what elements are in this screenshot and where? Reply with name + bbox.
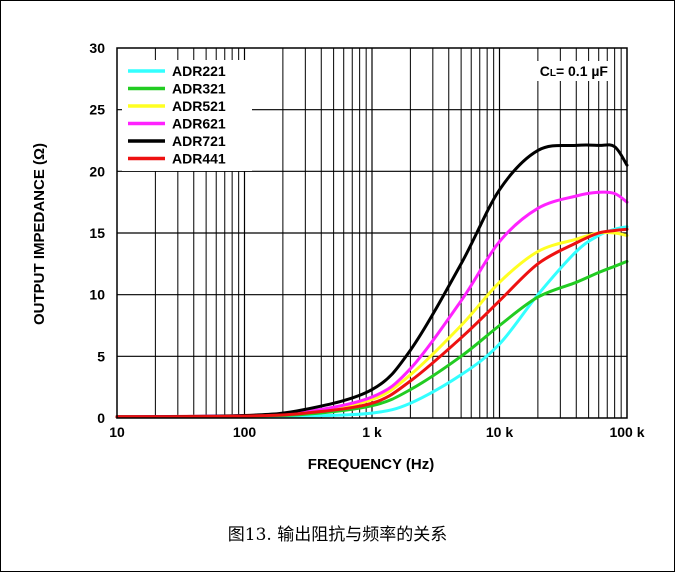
annotation-subscript: L: [550, 68, 556, 79]
y-tick-label: 5: [97, 348, 105, 364]
y-tick-labels: 0 5 10 15 20 25 30: [89, 40, 105, 426]
annotation-prefix: C: [540, 63, 550, 79]
legend-background: [122, 60, 252, 171]
x-axis-label: FREQUENCY (Hz): [308, 456, 434, 473]
legend-label: ADR521: [172, 98, 226, 114]
axis-frame: [116, 47, 628, 419]
y-tick-label: 20: [89, 163, 105, 179]
legend-label: ADR441: [172, 151, 226, 167]
annotation-suffix: = 0.1 µF: [556, 63, 608, 79]
y-tick-label: 0: [97, 410, 105, 426]
y-tick-label: 10: [89, 287, 105, 303]
legend-label: ADR621: [172, 116, 226, 132]
series-line-adr721: [115, 143, 629, 419]
legend-label: ADR321: [172, 81, 226, 97]
y-axis-label: OUTPUT IMPEDANCE (Ω): [31, 143, 48, 325]
y-tick-label: 25: [89, 102, 105, 118]
y-tick-label: 15: [89, 225, 105, 241]
x-tick-label: 100: [233, 424, 257, 440]
x-tick-labels: 10 100 1 k 10 k 100 k: [109, 424, 645, 440]
y-tick-label: 30: [89, 40, 105, 56]
capacitance-annotation: CL= 0.1 µF: [540, 63, 609, 79]
annotation-background: [528, 61, 612, 81]
series-line-adr441: [115, 227, 629, 419]
figure-caption: 图13. 输出阻抗与频率的关系: [227, 525, 448, 545]
series-lines: [115, 143, 629, 419]
legend-label: ADR221: [172, 63, 226, 79]
plot-border: [116, 47, 628, 419]
x-tick-label: 1 k: [362, 424, 382, 440]
x-tick-label: 10 k: [486, 424, 513, 440]
x-tick-label: 100 k: [609, 424, 644, 440]
legend-label: ADR721: [172, 133, 226, 149]
x-tick-label: 10: [109, 424, 125, 440]
